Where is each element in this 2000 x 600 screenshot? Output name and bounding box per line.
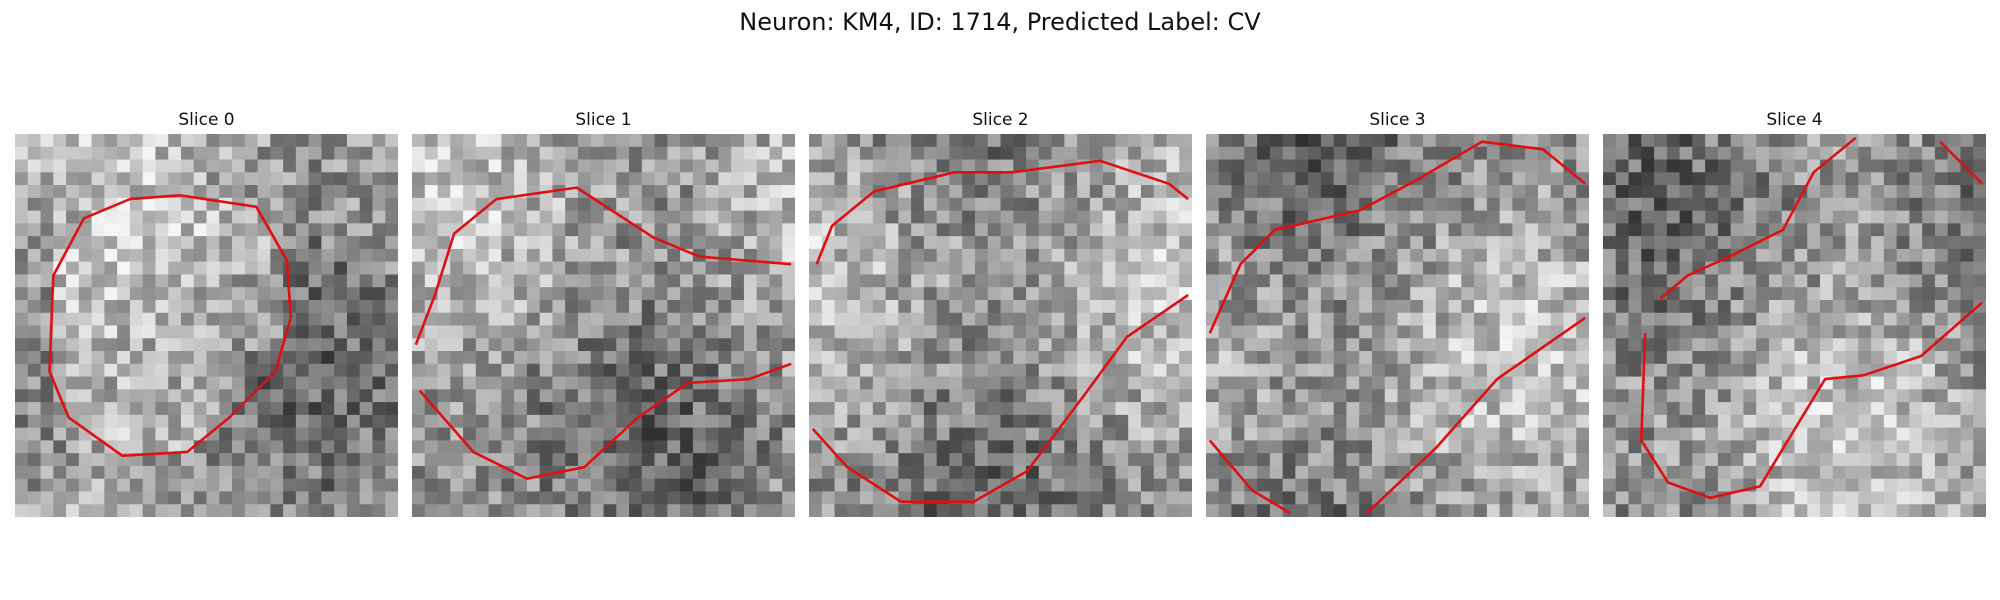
slice-panel-0: Slice 0 [15, 110, 398, 517]
slice-title-3: Slice 3 [1369, 110, 1426, 130]
slice-0-contour-0 [48, 194, 293, 458]
figure-title: Neuron: KM4, ID: 1714, Predicted Label: … [739, 8, 1261, 36]
slice-1-contour-1 [418, 362, 792, 481]
slice-4-contour-0 [1659, 136, 1857, 300]
slice-3-contour-2 [1366, 316, 1586, 515]
slice-title-0: Slice 0 [178, 110, 235, 130]
slice-4-contour-2 [1639, 301, 1984, 500]
slice-panel-4: Slice 4 [1603, 110, 1986, 517]
slice-image-1 [412, 134, 795, 517]
slice-image-4 [1603, 134, 1986, 517]
slice-panel-1: Slice 1 [412, 110, 795, 517]
slice-title-1: Slice 1 [575, 110, 632, 130]
slice-title-4: Slice 4 [1766, 110, 1823, 130]
slice-1-contour-0 [414, 186, 792, 346]
slice-panel-2: Slice 2 [809, 110, 1192, 517]
slice-4-contour-1 [1939, 140, 1984, 185]
slice-image-2 [809, 134, 1192, 517]
slice-3-contour-1 [1208, 439, 1291, 515]
slice-image-3 [1206, 134, 1589, 517]
slice-image-0 [15, 134, 398, 517]
slice-2-contour-1 [811, 293, 1189, 504]
slice-2-contour-0 [815, 159, 1190, 265]
slice-panel-3: Slice 3 [1206, 110, 1589, 517]
slice-title-2: Slice 2 [972, 110, 1029, 130]
slice-3-contour-0 [1208, 140, 1587, 334]
